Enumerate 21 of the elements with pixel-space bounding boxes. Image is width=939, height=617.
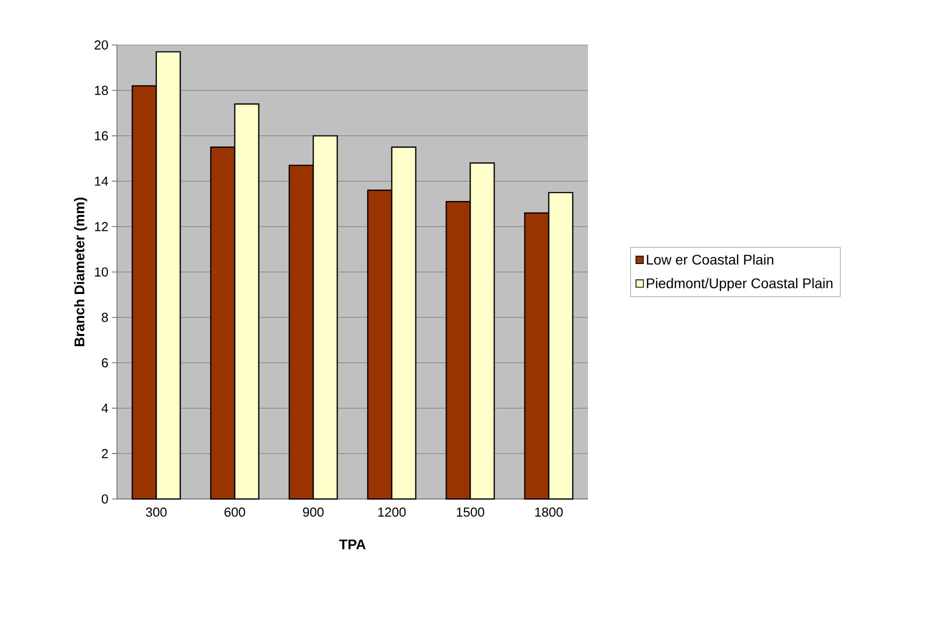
y-tick-label: 6: [102, 358, 108, 368]
y-tick-label: 4: [102, 404, 108, 413]
y-tick-label: 10: [95, 267, 108, 277]
legend-label: Piedmont/Upper Coastal Plain: [646, 278, 832, 292]
y-tick-label: 0: [102, 494, 108, 504]
y-axis-title: Branch Diameter (mm): [74, 198, 88, 346]
y-tick-label: 2: [102, 449, 108, 458]
y-tick-label: 14: [95, 176, 108, 186]
x-tick-label: 1200: [378, 508, 406, 517]
y-tick-label: 8: [102, 312, 108, 322]
y-tick-label: 12: [95, 222, 108, 232]
x-tick-label: 1500: [456, 508, 484, 517]
x-tick-label: 1800: [535, 508, 563, 517]
x-tick-label: 600: [224, 508, 246, 517]
x-tick-label: 900: [303, 508, 324, 517]
legend-label: Low er Coastal Plain: [646, 254, 774, 265]
y-tick-label: 18: [95, 86, 108, 95]
y-tick-label: 20: [94, 40, 108, 50]
y-tick-label: 16: [95, 131, 108, 140]
x-axis-title: TPA: [339, 540, 366, 550]
x-tick-label: 300: [146, 508, 167, 517]
